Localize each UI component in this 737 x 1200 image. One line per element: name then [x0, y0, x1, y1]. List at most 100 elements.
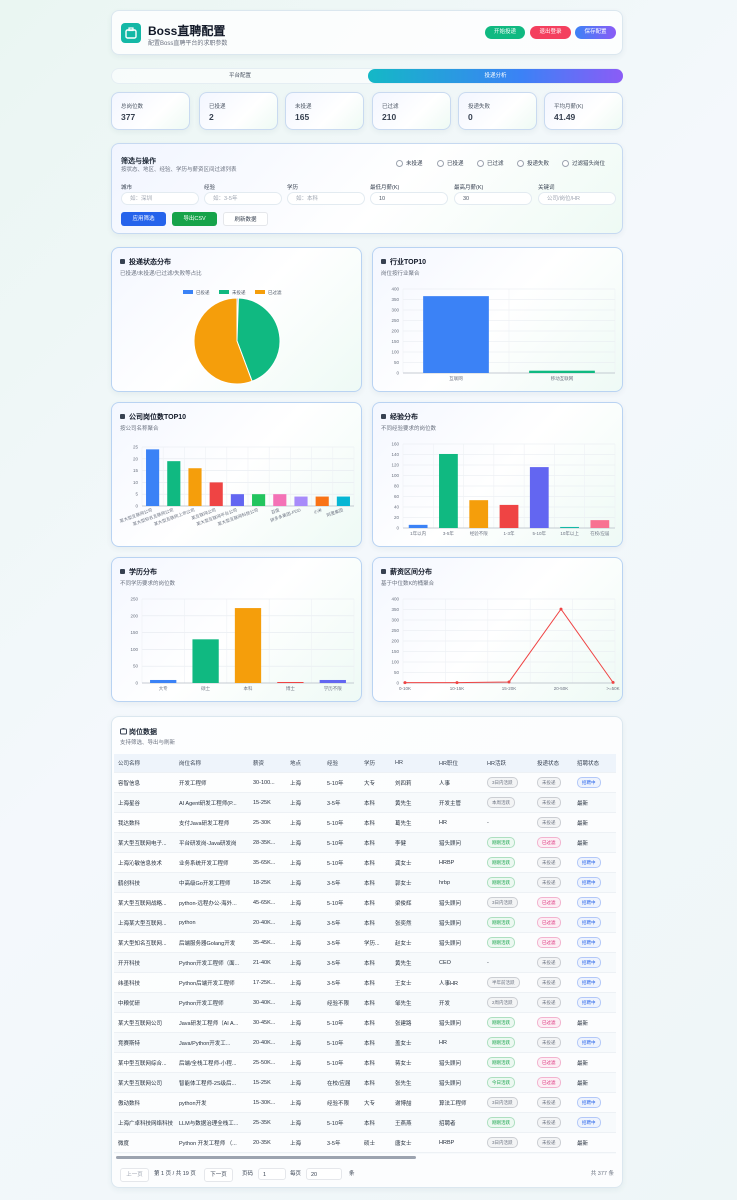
table-cell: 中高级Go开发工程师: [175, 872, 249, 893]
tab[interactable]: 平台配置: [228, 73, 251, 79]
field-input[interactable]: 10: [370, 192, 448, 205]
status-chip[interactable]: 已投递: [437, 159, 464, 168]
status-badge: 已过滤: [537, 1017, 561, 1028]
table-row[interactable]: 上海沁敏信息技术 业务系统开发工程师 35-65K... 上海 5-10年 本科 龚女士 HR…: [114, 852, 616, 873]
cell-text: Python开发工程师: [179, 1000, 224, 1007]
table-cell: 猎头顾问: [435, 1012, 483, 1033]
table-cell: 招聘中: [573, 932, 616, 953]
table-cell: 开发主管: [435, 792, 483, 813]
table-row[interactable]: 纬墨科技 Python后端开发工程师 17-25K... 上海 3-5年 本科 王女士 人事H…: [114, 972, 616, 993]
next-button[interactable]: 下一页: [204, 1168, 233, 1182]
cell-text: -: [487, 819, 489, 826]
cell-text: Python开发工程师（面...: [179, 960, 240, 967]
cell-text: 盖女士: [395, 1040, 412, 1047]
table-title: 岗位数据: [129, 729, 157, 736]
table-cell: 刚刚活跃: [483, 1112, 533, 1133]
table-row[interactable]: 上海广卓科技网络科技 LLM与数据治理全栈工... 25-35K 上海 5-10年 本科 王…: [114, 1112, 616, 1133]
cell-text: 猎头顾问: [439, 940, 462, 947]
status-badge: 招聘中: [577, 897, 601, 908]
status-chip[interactable]: 未投递: [396, 159, 423, 168]
filter-button[interactable]: 导出CSV: [172, 212, 217, 226]
table-row[interactable]: 我达数科 支付Java研发工程师 25-30K 上海 5-10年 本科 葛先生 HR - 未投递 最…: [114, 812, 616, 833]
table-row[interactable]: 竞赛斯特 Java/Python开发工... 20-40K... 上海 5-10年 本科 盖…: [114, 1032, 616, 1053]
field-input[interactable]: 如：深圳: [121, 192, 199, 205]
filter-button[interactable]: 应用筛选: [121, 212, 166, 226]
column-header: HR: [391, 754, 435, 773]
table-row[interactable]: 某中型互联网综合... 后端/全栈工程师-小程... 25-50K... 上海 5-10…: [114, 1052, 616, 1073]
table-row[interactable]: 上海星谷 AI Agent研发工程师(P... 15-25K 上海 3-5年 本科 黄先生 开…: [114, 792, 616, 813]
column-header: 公司名称: [114, 754, 175, 773]
table-cell: 5-10年: [323, 1012, 360, 1033]
table-row[interactable]: 微度 Python 开发工程师 （... 20-35K 上海 3-5年 硕士 唐女士 HRBP…: [114, 1132, 616, 1153]
table-row[interactable]: 某大型互联网战略... python-远程办公-海外... 45-65K... 上海 5…: [114, 892, 616, 913]
y-tick-label: 15: [133, 468, 139, 473]
y-tick-label: 150: [391, 649, 399, 654]
field-input[interactable]: 30: [454, 192, 532, 205]
table-cell: 15-25K: [249, 792, 286, 813]
table-row[interactable]: 中粮优研 Python开发工程师 30-40K... 上海 经验不限 本科 邹先生 开发 2周内…: [114, 992, 616, 1013]
y-tick-label: 350: [391, 607, 399, 612]
status-chip[interactable]: 已过滤: [477, 159, 504, 168]
prev-button[interactable]: 上一页: [120, 1168, 149, 1182]
status-chip[interactable]: 投递失败: [517, 159, 549, 168]
table-row[interactable]: 容智信息 开发工程师 30-100... 上海 5-10年 大专 刘四莉 人事 3日内活跃 未投递…: [114, 772, 616, 793]
line-point: [455, 681, 459, 685]
cell-text: hrbp: [439, 879, 451, 886]
cell-text: LLM与数据治理全栈工...: [179, 1120, 239, 1127]
cell-text: 上海: [290, 1080, 302, 1087]
table-row[interactable]: 傲动数科 python开发 15-30K... 上海 经验不限 大专 谢博喆 算法工程师 3日内…: [114, 1092, 616, 1113]
total-count: 共 377 条: [590, 1171, 614, 1177]
save-button[interactable]: 保存配置: [575, 26, 616, 39]
start-button[interactable]: 开始投递: [485, 26, 525, 39]
cell-text: 王女士: [395, 980, 412, 987]
table-cell: 上海: [286, 1032, 323, 1053]
field-input[interactable]: 如：本科: [287, 192, 365, 205]
field-input[interactable]: 如：3-5年: [204, 192, 282, 205]
table-body: 容智信息 开发工程师 30-100... 上海 5-10年 大专 刘四莉 人事 3日内活跃 未投递…: [114, 772, 616, 1154]
chart-subtitle: 基于中位数K的桶聚合: [381, 579, 435, 587]
y-tick-label: 25: [133, 445, 139, 450]
x-tick-label: 百度: [270, 506, 281, 516]
tab-active[interactable]: 投递分析: [368, 69, 623, 83]
cell-text: Python后端开发工程师: [179, 980, 235, 987]
status-chip[interactable]: 过滤猎头岗位: [562, 159, 605, 168]
table-row[interactable]: 某大型知名互联网... 后端服务器Golang开发 35-45K... 上海 3-5年 学…: [114, 932, 616, 953]
cell-text: 上海: [290, 800, 302, 807]
x-tick-label: 15-20K: [502, 686, 517, 691]
table-row[interactable]: 平安科技AI Agent平台开发工程师20-25K...上海3-5年本科刘女士人…: [114, 1152, 616, 1154]
page-input[interactable]: 1: [258, 1168, 286, 1180]
unit-label: 条: [349, 1171, 355, 1177]
field-input[interactable]: 公司/岗位/HR: [538, 192, 616, 205]
table-row[interactable]: 某大型互联网公司 智能体工程师-2S级后... 15-25K 上海 在校/应届 本科 张先生…: [114, 1072, 616, 1093]
cell-text: 上海: [290, 1000, 302, 1007]
table-row[interactable]: 鹤创科技 中高级Go开发工程师 18-25K 上海 3-5年 本科 郭女士 hrbp 刚刚活跃 未…: [114, 872, 616, 893]
cell-text: 3-5年: [327, 940, 341, 947]
table-row[interactable]: 某大型互联网电子... 平台研发岗-Java研发岗 28-35K... 上海 5-10年…: [114, 832, 616, 853]
column-header: 地点: [286, 754, 323, 773]
cell-text: HR: [439, 819, 447, 826]
cell-text: 上海: [290, 860, 302, 867]
table-cell: 本科: [360, 1052, 391, 1073]
per-page-select[interactable]: 20: [306, 1168, 342, 1180]
cell-text: 上海: [290, 840, 302, 847]
title-icon: [120, 414, 125, 419]
table-cell: 上海: [286, 792, 323, 813]
logout-button[interactable]: 退出登录: [530, 26, 571, 39]
cell-text: 郭女士: [395, 880, 412, 887]
table-cell: 竞赛斯特: [114, 1032, 175, 1053]
table-cell: 30-40K...: [249, 992, 286, 1013]
table-row[interactable]: 开开科技 Python开发工程师（面... 21-40K 上海 3-5年 本科 黄先生 CEO…: [114, 952, 616, 973]
table-row[interactable]: 某大型互联网公司 Java研发工程师（AI A... 30-45K... 上海 5-10…: [114, 1012, 616, 1033]
status-badge: 未投递: [537, 1117, 561, 1128]
scrollbar[interactable]: [116, 1156, 416, 1159]
legend-swatch: [183, 290, 193, 294]
table-cell: 3日内活跃: [483, 892, 533, 913]
table-cell: Python后端开发工程师: [175, 972, 249, 993]
table-cell: 半年前活跃: [483, 972, 533, 993]
filter-button[interactable]: 刷新数据: [223, 212, 268, 226]
table-row[interactable]: 上海某大型互联网... python 20-40K... 上海 3-5年 本科 张奕然 猎头顾…: [114, 912, 616, 933]
stat-label: 未投递: [295, 104, 312, 110]
table-cell: 20-25K...: [249, 1152, 286, 1154]
title-icon: [381, 259, 386, 264]
table-cell: 龚女士: [391, 852, 435, 873]
